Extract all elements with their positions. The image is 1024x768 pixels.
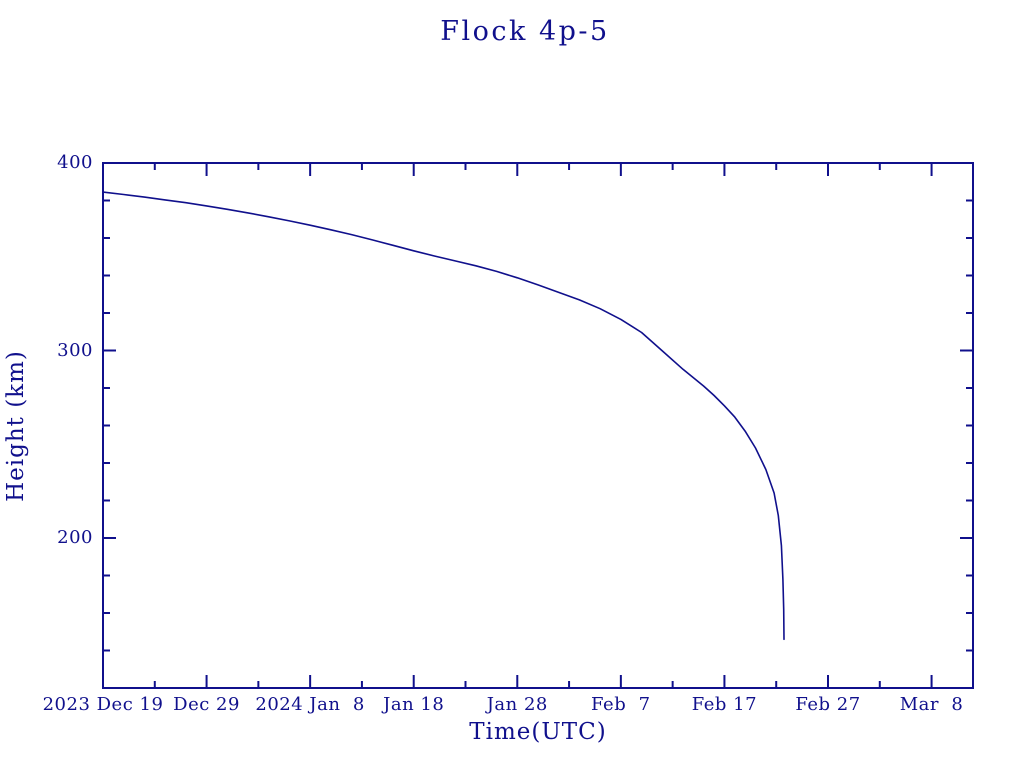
x-axis-title: Time(UTC) (469, 719, 607, 745)
x-tick-label: Feb 7 (591, 694, 651, 715)
y-tick-label: 400 (57, 152, 93, 173)
y-tick-label: 300 (57, 339, 93, 361)
x-tick-label: Jan 28 (486, 694, 548, 715)
decay-curve (102, 191, 785, 641)
x-tick-label: 2024 Jan 8 (255, 694, 365, 715)
x-tick-label: Mar 8 (899, 694, 964, 715)
x-tick-label: 2023 Dec 19 (42, 694, 164, 715)
plot-frame (102, 162, 974, 689)
x-tick-label: Dec 29 (173, 694, 240, 715)
y-tick-label: 200 (57, 527, 93, 548)
x-tick-label: Jan 18 (383, 694, 445, 715)
x-tick-label: Feb 27 (795, 694, 861, 715)
chart-title: Flock 4p-5 (440, 16, 610, 47)
x-tick-label: Feb 17 (691, 694, 758, 715)
